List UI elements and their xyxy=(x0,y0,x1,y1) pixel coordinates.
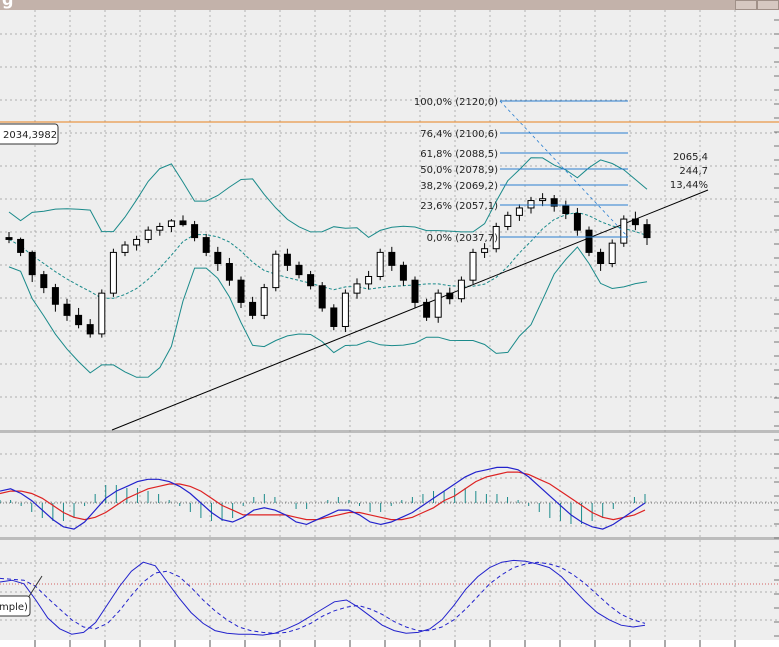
stochastic-label-background xyxy=(0,595,31,617)
candle xyxy=(446,292,454,300)
candle xyxy=(202,237,210,253)
readout-points: 244,7 xyxy=(679,166,708,177)
candle xyxy=(17,238,25,253)
candle xyxy=(585,229,593,253)
fib-level-label: 0,0% (2037,7) xyxy=(427,233,498,244)
panel-separator xyxy=(0,537,779,540)
candle xyxy=(5,237,13,240)
stochastic-label-text: mple) xyxy=(0,602,28,613)
candle xyxy=(550,198,558,207)
fib-level-label: 38,2% (2069,2) xyxy=(420,181,498,192)
candle xyxy=(63,303,71,316)
candle xyxy=(98,292,106,335)
candle xyxy=(388,251,396,266)
price-label-text: 2034,3982 xyxy=(3,130,57,141)
candle xyxy=(109,251,117,294)
candle xyxy=(214,251,222,265)
candle xyxy=(562,205,570,215)
candle xyxy=(597,251,605,265)
candle xyxy=(28,251,36,276)
readout-price: 2065,4 xyxy=(673,152,708,163)
candle xyxy=(504,214,512,227)
candle xyxy=(469,251,477,281)
fib-level-label: 100,0% (2120,0) xyxy=(414,97,498,108)
stochastic-label-pointer xyxy=(27,575,43,599)
candle xyxy=(515,207,523,216)
candle xyxy=(260,287,268,316)
candle xyxy=(376,251,384,277)
candle xyxy=(330,307,338,327)
window-title: g xyxy=(2,0,13,9)
fib-level-label: 23,6% (2057,1) xyxy=(420,201,498,212)
price-label-background xyxy=(0,123,59,145)
candle xyxy=(156,225,164,231)
candle xyxy=(411,279,419,303)
panel-background-1 xyxy=(0,10,779,430)
price-label-box: 2034,3982 xyxy=(0,123,59,145)
candle xyxy=(283,253,291,266)
candle xyxy=(539,198,547,202)
candle xyxy=(249,301,257,316)
candle xyxy=(399,264,407,281)
candle xyxy=(121,244,129,253)
candle xyxy=(573,213,581,231)
panel-background-3 xyxy=(0,540,779,640)
candle xyxy=(457,279,465,300)
candle xyxy=(191,224,199,239)
minimize-button[interactable] xyxy=(735,0,757,10)
macd-signal-line xyxy=(0,471,646,521)
readout-percent: 13,44% xyxy=(670,180,708,191)
candle xyxy=(631,218,639,226)
candle xyxy=(167,220,175,227)
panel-separator xyxy=(0,430,779,433)
candle xyxy=(133,238,141,246)
candle xyxy=(608,242,616,265)
candle xyxy=(434,292,442,318)
candle xyxy=(272,253,280,289)
candle xyxy=(307,274,315,287)
stochastic-label-box: mple) xyxy=(0,595,31,617)
candle xyxy=(295,264,303,276)
candle xyxy=(75,314,83,326)
trend-line xyxy=(111,189,709,431)
stochastic-line xyxy=(0,559,646,636)
bottom-axis-strip xyxy=(0,640,779,647)
stochastic-signal-line xyxy=(0,561,646,634)
candle xyxy=(86,324,94,335)
candle xyxy=(179,220,187,226)
candle xyxy=(318,285,326,309)
candle xyxy=(365,275,373,285)
fib-diagonal xyxy=(499,100,629,238)
candle xyxy=(144,229,152,240)
fib-level-label: 61,8% (2088,5) xyxy=(420,149,498,160)
fib-level-label: 76,4% (2100,6) xyxy=(420,129,498,140)
candle xyxy=(527,200,535,209)
candle xyxy=(492,225,500,250)
candle xyxy=(225,263,233,281)
candle xyxy=(423,301,431,318)
candle xyxy=(353,283,361,294)
candle xyxy=(237,279,245,303)
macd-line xyxy=(0,466,646,530)
candle xyxy=(481,248,489,253)
candle xyxy=(341,292,349,327)
bollinger-upper-band xyxy=(8,157,648,239)
fib-level-label: 50,0% (2078,9) xyxy=(420,165,498,176)
candle xyxy=(51,287,59,305)
candle xyxy=(620,218,628,244)
candle xyxy=(40,274,48,289)
candle xyxy=(643,224,651,239)
bollinger-lower-band xyxy=(8,246,648,378)
